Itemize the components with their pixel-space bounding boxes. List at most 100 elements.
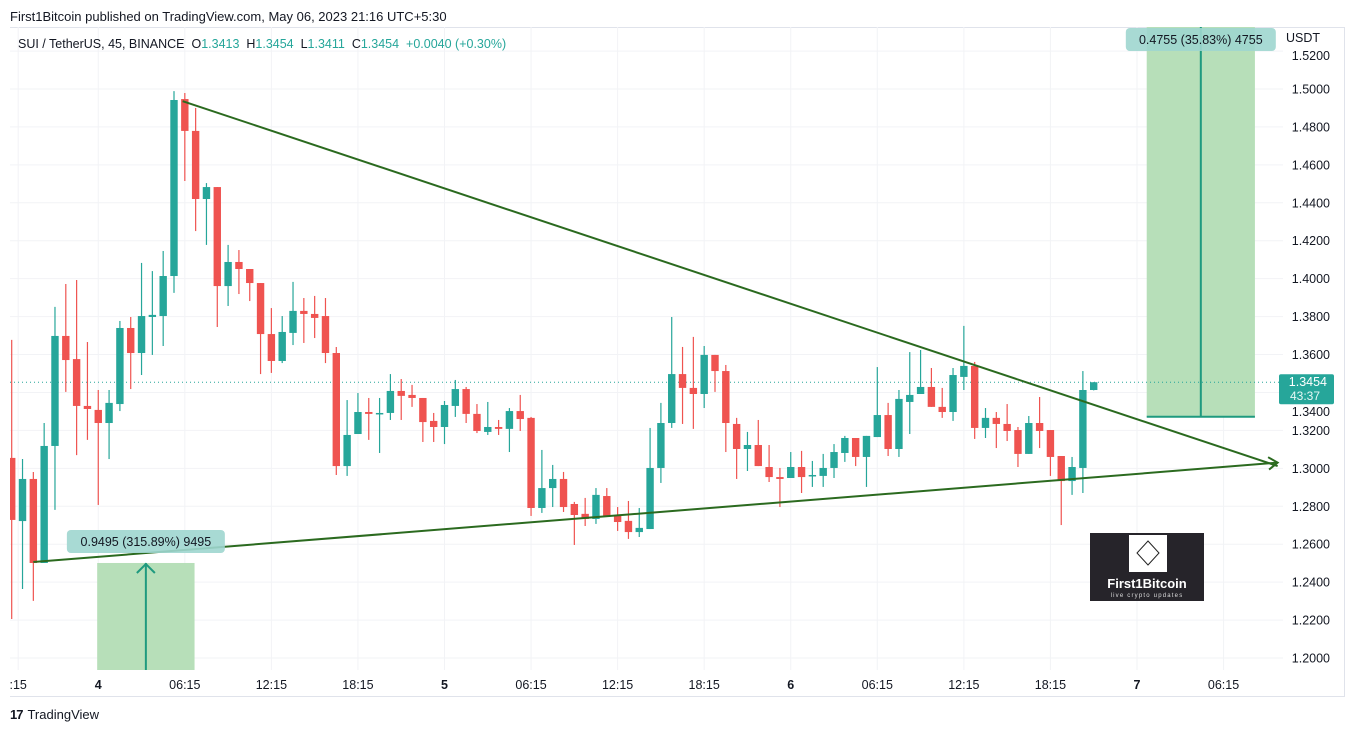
- candle-down: [624, 500, 633, 539]
- arrow-up-icon: [136, 562, 156, 574]
- candle-down: [689, 336, 698, 429]
- candle-down: [213, 187, 221, 328]
- candle-down: [191, 107, 200, 232]
- gridlines: [10, 27, 1283, 670]
- candle-body: [646, 467, 654, 530]
- candle-up: [484, 401, 492, 435]
- candle-down: [527, 416, 535, 516]
- candle-body: [613, 515, 622, 523]
- bar-countdown: 43:37: [1290, 389, 1320, 403]
- y-tick-label: 1.2000: [1292, 652, 1330, 666]
- candle-body: [127, 327, 135, 354]
- first1bitcoin-logo: First1Bitcoin live crypto updates: [1090, 533, 1204, 601]
- plot-area[interactable]: [8, 27, 1283, 670]
- candle-up: [549, 464, 557, 508]
- candle-down: [321, 298, 330, 364]
- candle-up: [808, 460, 817, 487]
- candle-down: [711, 354, 719, 392]
- candle-body: [949, 375, 957, 413]
- candle-body: [884, 415, 892, 449]
- candle-down: [83, 342, 92, 440]
- symbol-title[interactable]: SUI / TetherUS, 45, BINANCE: [18, 37, 185, 51]
- candle-up: [906, 352, 914, 435]
- candle-down: [62, 283, 70, 392]
- open-value: 1.3413: [201, 37, 240, 51]
- candle-down: [408, 384, 416, 407]
- candle-down: [754, 419, 762, 467]
- candle-body: [429, 420, 438, 427]
- candle-down: [570, 501, 579, 545]
- candle-body: [927, 386, 936, 407]
- candle-body: [310, 313, 319, 318]
- candle-body: [819, 467, 827, 476]
- trendline: [33, 461, 1278, 564]
- candle-down: [10, 339, 16, 619]
- price-range-label-box: [66, 529, 225, 553]
- x-tick-label: 6: [787, 678, 794, 692]
- candle-body: [1090, 382, 1098, 391]
- candle-up: [451, 379, 460, 417]
- tradingview-footer[interactable]: 17 TradingView: [10, 707, 99, 722]
- candle-down: [970, 361, 979, 439]
- candle-up: [170, 91, 178, 293]
- candle-up: [743, 431, 752, 471]
- candle-body: [181, 99, 189, 131]
- candle-down: [1003, 404, 1011, 442]
- x-tick-label: 5: [441, 678, 448, 692]
- x-tick-label: 06:15: [862, 678, 893, 692]
- y-tick-label: 1.2200: [1292, 614, 1330, 628]
- candle-down: [603, 488, 611, 517]
- candle-body: [494, 426, 503, 429]
- y-tick-label: 1.3200: [1292, 424, 1330, 438]
- candle-up: [700, 346, 708, 409]
- candle-body: [365, 412, 373, 414]
- candle-down: [678, 346, 687, 424]
- candle-up: [148, 271, 157, 355]
- candle-up: [1068, 456, 1076, 495]
- candle-up: [960, 325, 968, 391]
- candle-body: [1068, 467, 1076, 482]
- candle-body: [94, 409, 102, 424]
- x-tick-label: 06:15: [169, 678, 200, 692]
- y-tick-label: 1.3600: [1292, 348, 1330, 362]
- candle-body: [765, 467, 773, 478]
- candle-down: [776, 467, 784, 508]
- candle-up: [657, 402, 665, 483]
- candle-body: [267, 334, 276, 361]
- candle-body: [29, 478, 38, 563]
- y-tick-label: 1.4200: [1292, 234, 1330, 248]
- x-tick-label: 12:15: [602, 678, 633, 692]
- candle-body: [743, 445, 752, 449]
- x-tick-label: 18:15: [1035, 678, 1066, 692]
- candle-down: [181, 92, 189, 181]
- candle-body: [862, 435, 871, 457]
- candle-body: [224, 261, 232, 287]
- candle-body: [635, 527, 643, 533]
- x-tick-label: 12:15: [256, 678, 287, 692]
- candle-up: [635, 507, 643, 538]
- candle-down: [722, 364, 730, 453]
- tradingview-brand: TradingView: [27, 707, 100, 722]
- candle-body: [538, 488, 546, 508]
- candle-down: [72, 279, 81, 456]
- y-tick-label: 1.4000: [1292, 272, 1330, 286]
- candle-down: [462, 386, 470, 424]
- chart-frame: [10, 27, 1345, 697]
- candle-up: [505, 408, 514, 453]
- candle-down: [797, 450, 806, 493]
- high-value: 1.3454: [255, 37, 294, 51]
- candle-body: [787, 467, 795, 479]
- y-tick-label: 1.3800: [1292, 310, 1330, 324]
- candle-up: [873, 367, 881, 438]
- price-axis[interactable]: 1.5200 1.5000 1.4800 1.4600 1.4400 1.4200 1.40…: [1279, 31, 1334, 666]
- time-axis[interactable]: :15 4 06:15 12:15 18:15 5 06:15 12:15 18:15 6 06:1…: [9, 678, 1239, 692]
- last-price-tag: [1279, 374, 1334, 405]
- candle-up: [224, 244, 232, 306]
- price-range-label-box: [1125, 28, 1276, 51]
- candle-down: [927, 368, 936, 407]
- candle-body: [938, 406, 946, 413]
- candle-body: [603, 496, 611, 517]
- candle-down: [365, 397, 373, 440]
- candle-up: [137, 262, 146, 376]
